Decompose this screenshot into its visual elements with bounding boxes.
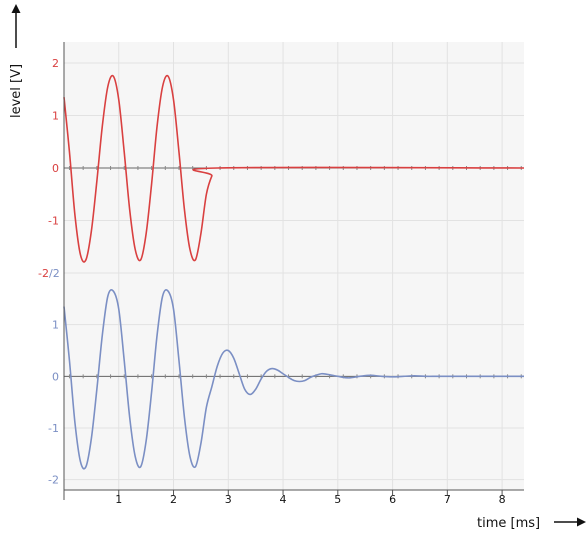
y-tick-label: -1: [48, 215, 59, 228]
y-tick-label: -1: [48, 422, 59, 435]
y-axis-arrow-head: [11, 4, 21, 13]
y-tick-label: 2: [53, 267, 60, 280]
x-tick-label: 6: [389, 493, 396, 506]
y-tick-label: 0: [52, 370, 59, 383]
y-tick-label: 1: [52, 110, 59, 123]
x-tick-label: 2: [170, 493, 177, 506]
x-tick-label: 4: [280, 493, 287, 506]
y-tick-label: 1: [52, 319, 59, 332]
x-tick-label: 7: [444, 493, 451, 506]
series-layer: [63, 74, 525, 470]
x-tick-label: 5: [334, 493, 341, 506]
plot-background: [64, 42, 524, 490]
y-tick-label: /2: [49, 267, 60, 280]
x-axis-arrow-head: [577, 517, 586, 527]
x-tick-label: 1: [115, 493, 122, 506]
y-tick-label: 2: [52, 57, 59, 70]
y-tick-label: -2: [48, 474, 59, 487]
series-line-blue: [63, 289, 524, 470]
x-axis-label: time [ms]: [477, 516, 540, 531]
y-axis-label: level [V]: [9, 64, 24, 118]
y-tick-separator: /: [49, 267, 53, 280]
x-tick-label: 8: [499, 493, 506, 506]
y-tick-label: 0: [52, 162, 59, 175]
series-line-red: [63, 74, 525, 263]
y-tick-label: -2: [38, 267, 49, 280]
x-tick-label: 3: [225, 493, 232, 506]
